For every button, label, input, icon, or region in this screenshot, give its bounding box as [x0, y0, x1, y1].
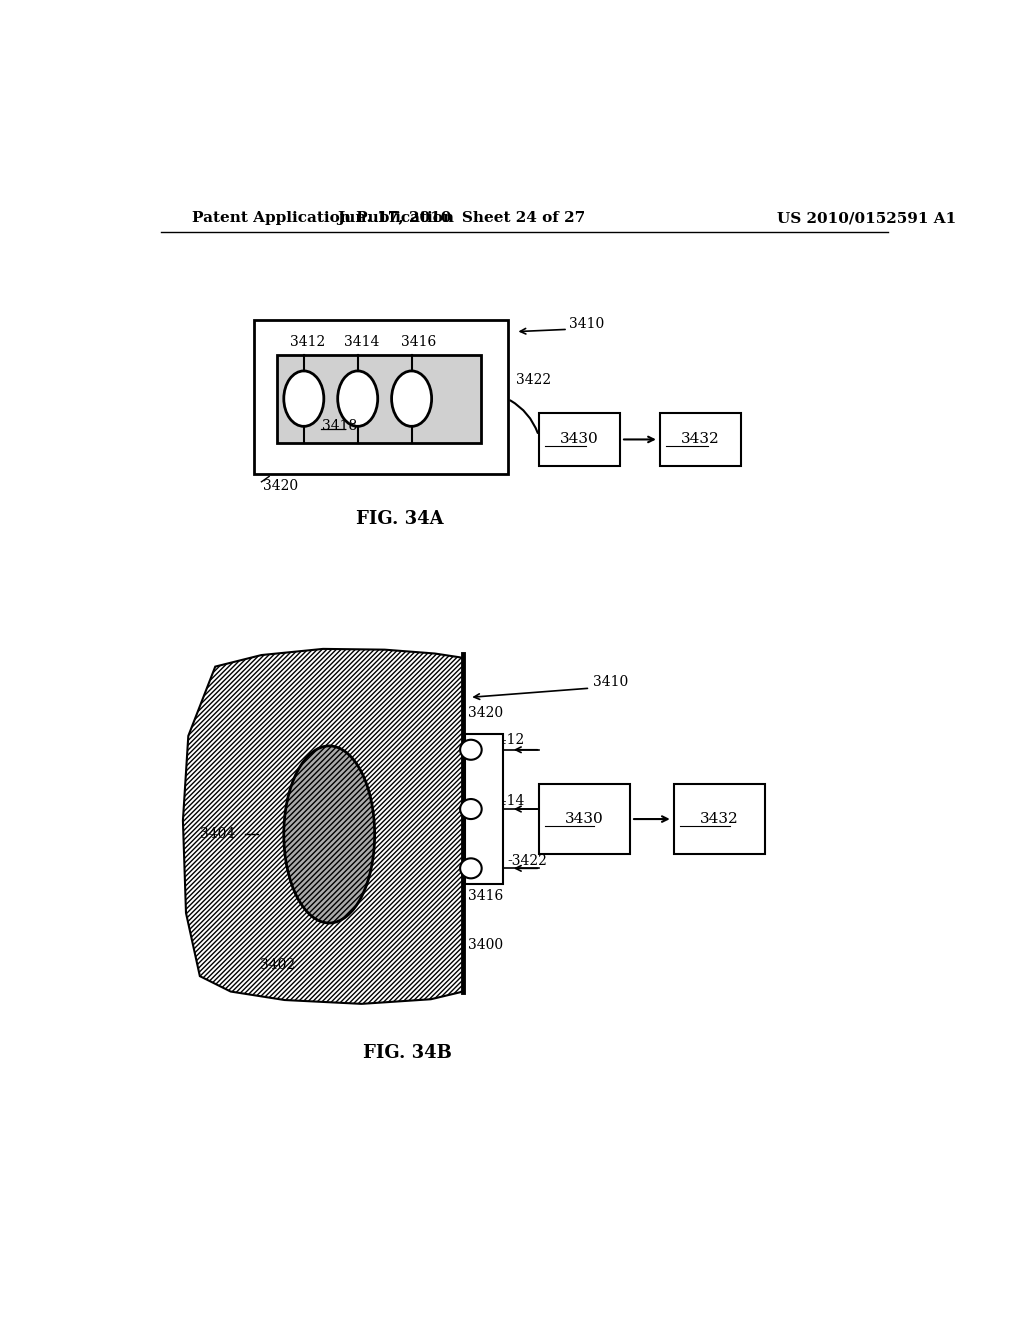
Text: 3412: 3412	[290, 335, 326, 348]
Text: 3416: 3416	[400, 335, 436, 348]
Text: 3432: 3432	[700, 812, 739, 826]
Text: 3430: 3430	[560, 433, 598, 446]
Text: FIG. 34B: FIG. 34B	[364, 1044, 453, 1063]
Text: FIG. 34A: FIG. 34A	[356, 510, 443, 528]
Text: 3416: 3416	[468, 890, 503, 903]
Ellipse shape	[460, 739, 481, 760]
Text: 3400: 3400	[468, 939, 503, 952]
Text: US 2010/0152591 A1: US 2010/0152591 A1	[777, 211, 956, 226]
Ellipse shape	[391, 371, 432, 426]
Text: 3404: 3404	[200, 828, 236, 841]
Text: 3418: 3418	[322, 418, 356, 433]
Text: 3402: 3402	[260, 958, 295, 973]
Ellipse shape	[460, 799, 481, 818]
Bar	[539, 784, 630, 854]
Bar	[465, 734, 503, 884]
Text: 3410: 3410	[593, 675, 628, 689]
Bar	[539, 413, 620, 466]
Text: 3420: 3420	[263, 479, 298, 494]
Bar	[276, 355, 481, 444]
Bar	[254, 321, 508, 474]
Ellipse shape	[284, 746, 375, 923]
Text: -3422: -3422	[508, 854, 548, 867]
Bar	[674, 784, 765, 854]
Ellipse shape	[338, 371, 378, 426]
Text: 3414: 3414	[344, 335, 379, 348]
Text: Jun. 17, 2010  Sheet 24 of 27: Jun. 17, 2010 Sheet 24 of 27	[338, 211, 586, 226]
Ellipse shape	[460, 858, 481, 878]
Text: 3412: 3412	[488, 733, 524, 747]
Text: 3420: 3420	[468, 706, 503, 719]
Text: 3414: 3414	[488, 795, 524, 808]
Text: 3430: 3430	[564, 812, 603, 826]
PathPatch shape	[183, 649, 463, 1003]
Text: 3422: 3422	[515, 374, 551, 387]
Text: 3410: 3410	[569, 317, 605, 331]
Text: 3432: 3432	[681, 433, 720, 446]
Ellipse shape	[284, 371, 324, 426]
Text: Patent Application Publication: Patent Application Publication	[193, 211, 455, 226]
Bar	[660, 413, 741, 466]
